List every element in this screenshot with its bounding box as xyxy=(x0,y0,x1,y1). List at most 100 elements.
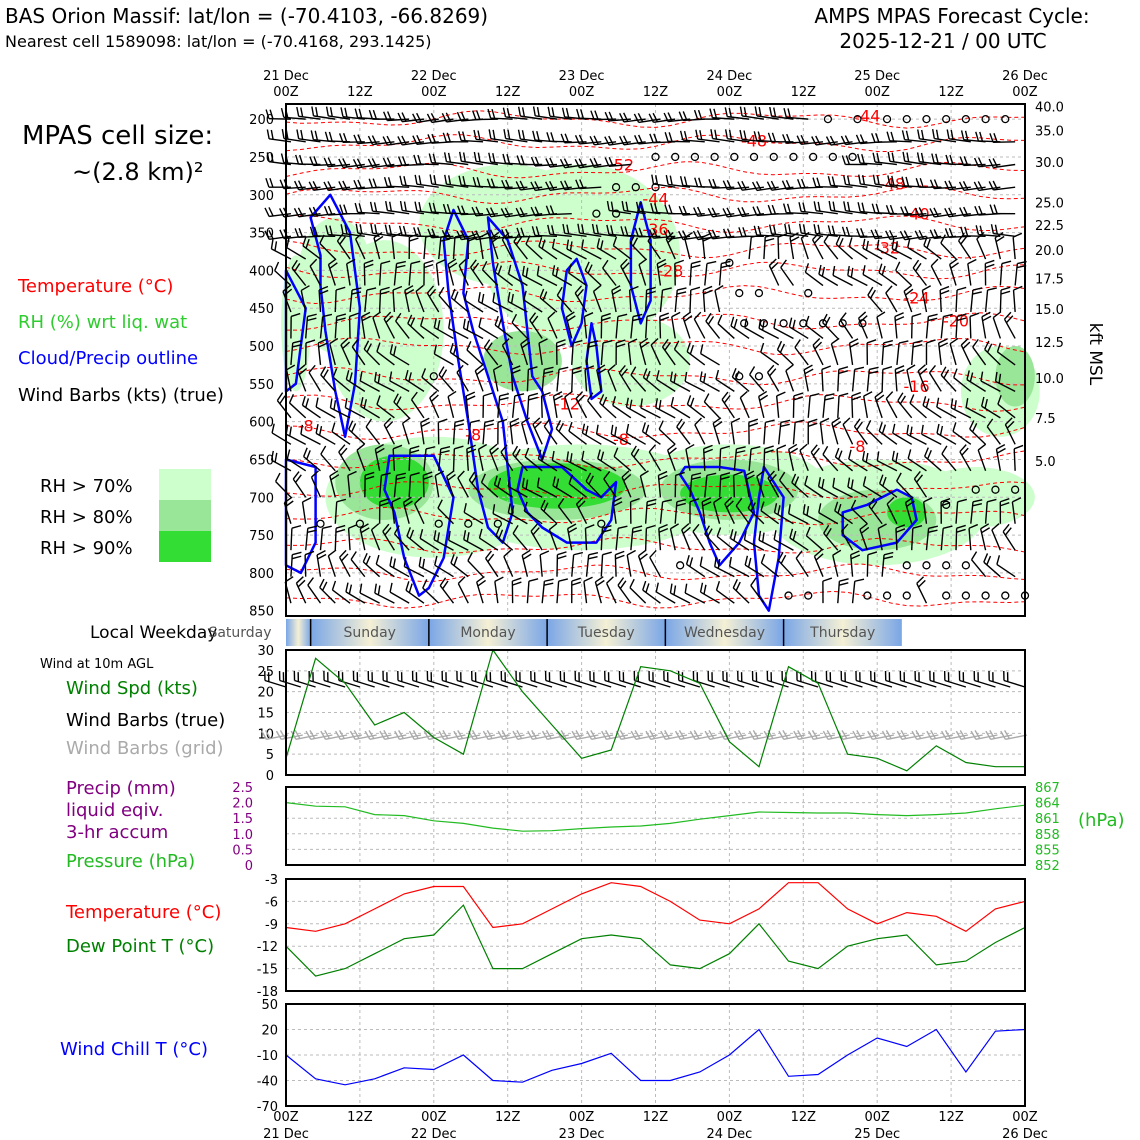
wind-barb-flag xyxy=(764,237,775,242)
wind-barb-flag xyxy=(965,398,969,408)
wind-barb-flag xyxy=(927,317,938,322)
wind-barb-flag xyxy=(876,175,880,185)
wind-barb-flag xyxy=(414,201,418,212)
precip-tick-label: 0.5 xyxy=(232,843,253,858)
wind-barb xyxy=(600,554,604,577)
wind-barb-flag xyxy=(327,181,333,191)
wind-barb-flag xyxy=(430,394,439,402)
wind-barb-flag xyxy=(639,337,649,345)
wind-barb-flag xyxy=(939,285,950,291)
wind-barb-flag xyxy=(842,417,851,425)
wind-barb-flag xyxy=(649,133,654,143)
wind-barb-flag xyxy=(788,224,792,234)
wind-barb-flag xyxy=(626,549,636,556)
legend-dewpoint: Dew Point T (°C) xyxy=(66,936,214,957)
wind-barb-flag xyxy=(862,476,867,486)
wind-barb-flag xyxy=(512,524,519,534)
wind-barb-flag xyxy=(340,224,344,234)
wind-barb xyxy=(832,274,853,287)
wind-barb-flag xyxy=(286,449,291,459)
wind-barb-flag xyxy=(511,369,521,375)
wind-barb-flag xyxy=(702,232,712,238)
wind-barb-flag xyxy=(463,290,468,301)
wind-barb-flag xyxy=(839,312,847,321)
wind-barb-flag xyxy=(939,425,944,436)
wind-barb-flag xyxy=(412,135,418,145)
wind-barb-flag xyxy=(577,394,585,403)
wind-barb-flag xyxy=(357,134,363,144)
wind-barb-flag xyxy=(719,730,726,740)
wind-barb-flag xyxy=(392,558,396,568)
wind-barb-flag xyxy=(445,112,452,122)
wind-barb-flag xyxy=(329,337,339,345)
wind-barb xyxy=(456,372,469,392)
wind-barb-flag xyxy=(856,228,861,238)
wind-barb-flag xyxy=(652,112,659,123)
wind-barb-flag xyxy=(404,285,414,292)
wind-barb xyxy=(626,432,646,445)
wind-barb-flag xyxy=(452,345,457,355)
wind-barb-flag xyxy=(489,207,496,217)
wind-barb-flag xyxy=(543,370,554,375)
wind-barb xyxy=(448,539,469,551)
wind-barb-flag xyxy=(416,134,422,145)
wind-barb-flag xyxy=(959,156,965,166)
wind-barb-flag xyxy=(274,472,281,482)
wind-barb-flag xyxy=(992,311,1002,319)
pressure-line xyxy=(285,802,1026,832)
wind-barb-flag xyxy=(553,395,563,401)
wind-barb-flag xyxy=(511,313,518,323)
wind-barb-flag xyxy=(571,577,582,582)
wind-barb xyxy=(644,528,648,551)
calm-marker xyxy=(804,591,813,600)
wind-barb-flag xyxy=(447,473,456,481)
wind-barb-flag xyxy=(622,262,630,271)
wind-barb-flag xyxy=(870,501,878,510)
wind-barb-flag xyxy=(369,201,374,212)
wind-barb-flag xyxy=(612,396,617,406)
wind-barb-flag xyxy=(682,311,692,319)
wind-barb-flag xyxy=(483,339,491,348)
wind-barb xyxy=(671,316,676,339)
wind-barb-flag xyxy=(487,108,492,119)
wind-barb-flag xyxy=(822,577,833,582)
wind-barb-flag xyxy=(297,207,304,217)
wind-barb-flag xyxy=(530,156,536,167)
weekday-band xyxy=(286,619,311,646)
wind-barb-flag xyxy=(976,232,985,240)
wind-barb-flag xyxy=(406,527,412,537)
wind-barb-flag xyxy=(423,263,434,269)
temperature-contour-label: -8 xyxy=(465,425,481,444)
wind-barb-flag xyxy=(793,396,804,401)
wind-barb-flag xyxy=(657,262,667,269)
temperature-contour-label: -8 xyxy=(298,416,314,435)
wind-barb-flag xyxy=(678,111,684,121)
wind-barb xyxy=(581,459,602,472)
weekday-label: Thursday xyxy=(809,625,875,641)
wind-barb-flag xyxy=(432,153,437,164)
wind-barb xyxy=(716,589,735,604)
wind-barb xyxy=(819,422,824,445)
wind-barb-flag xyxy=(311,470,319,478)
wind-barb-flag xyxy=(606,576,614,584)
wind-barb-flag xyxy=(966,370,970,380)
wind-barb xyxy=(984,290,989,313)
wind-barb-flag xyxy=(602,396,608,407)
pressure-tick-label: 300 xyxy=(249,189,274,204)
wind-barb-flag xyxy=(943,369,950,379)
wind-barb-flag xyxy=(717,559,721,569)
wind-barb xyxy=(885,292,898,313)
wind-barb-flag xyxy=(517,106,522,117)
wind-barb-flag xyxy=(887,175,891,185)
legend-pressure-unit: (hPa) xyxy=(1078,810,1125,831)
wind-barb xyxy=(376,403,395,419)
wind-barb-flag xyxy=(655,582,659,593)
wind-barb-flag xyxy=(414,496,423,505)
wind-barb-flag xyxy=(339,549,347,558)
wind-barb-flag xyxy=(521,107,526,117)
wind-barb-flag xyxy=(536,130,540,141)
wind-barb-flag xyxy=(973,181,980,191)
wind-barb-flag xyxy=(391,497,401,503)
wind-barb-flag xyxy=(885,230,891,240)
wind-barb-flag xyxy=(306,317,317,322)
